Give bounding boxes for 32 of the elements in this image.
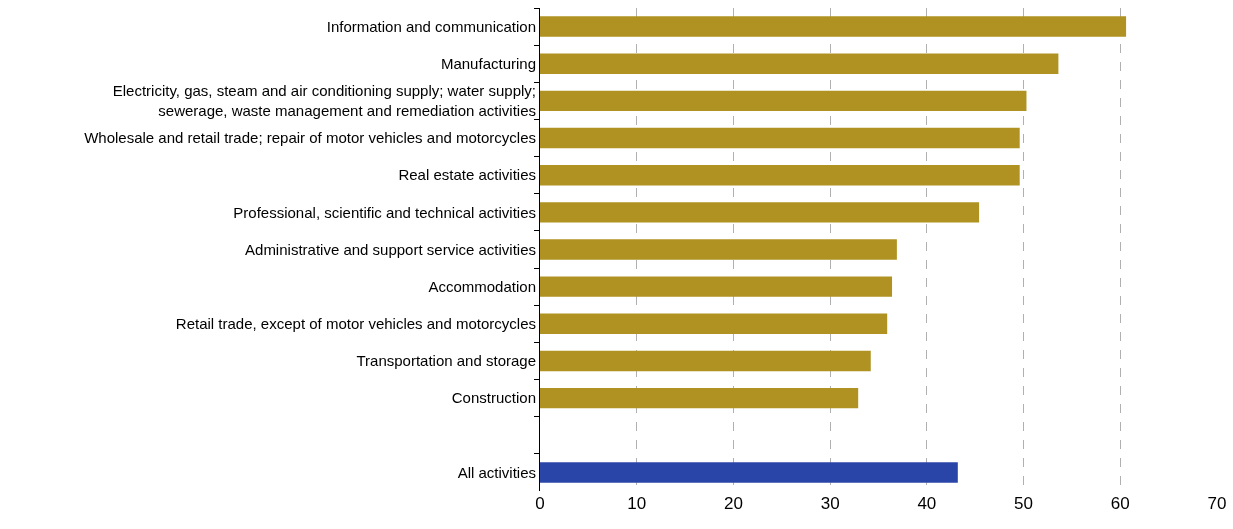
x-tick-label: 60 xyxy=(1110,494,1130,513)
bar xyxy=(540,276,893,297)
bar xyxy=(540,462,958,483)
y-tick-label: Accommodation xyxy=(428,277,536,295)
bar xyxy=(540,16,1127,37)
bar xyxy=(540,164,1020,186)
bar xyxy=(540,53,1059,74)
x-tick-label: 50 xyxy=(1014,494,1034,513)
y-tick-label: Real estate activities xyxy=(398,166,536,184)
x-tick-label: 20 xyxy=(723,494,743,513)
y-tick-label: Transportation and storage xyxy=(356,352,536,370)
x-tick-label: 10 xyxy=(627,494,647,513)
x-tick-label: 0 xyxy=(535,494,545,513)
bar xyxy=(540,202,980,223)
y-tick-label: Retail trade, except of motor vehicles and motorcycles xyxy=(175,315,536,333)
y-tick-label: Construction xyxy=(451,389,536,407)
x-tick-label: 70 xyxy=(1207,494,1227,513)
y-tick-label: All activities xyxy=(457,463,536,481)
bar xyxy=(540,239,897,260)
y-tick-label: Information and communication xyxy=(326,17,536,35)
bar xyxy=(540,350,871,372)
bar xyxy=(540,90,1027,112)
bar xyxy=(540,387,859,409)
y-tick-label: Electricity, gas, steam and air conditioning supply; water supply; sewerage, waste management and remediation activities xyxy=(112,82,536,119)
x-tick-label: 30 xyxy=(820,494,840,513)
x-tick-label: 40 xyxy=(917,494,937,513)
bar xyxy=(540,313,888,335)
y-tick-label: Manufacturing xyxy=(440,54,536,72)
y-tick-label: Wholesale and retail trade; repair of motor vehicles and motorcycles xyxy=(84,129,536,147)
y-tick-label: Professional, scientific and technical activities xyxy=(233,203,536,221)
bar xyxy=(540,127,1020,149)
y-tick-label: Administrative and support service activities xyxy=(245,240,536,258)
